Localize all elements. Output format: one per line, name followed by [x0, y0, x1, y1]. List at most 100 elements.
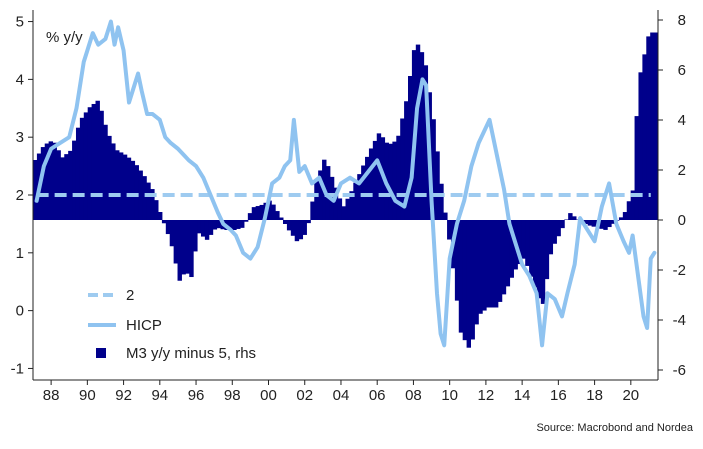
m3-bar-96 [408, 76, 412, 220]
m3-bar-61 [271, 205, 275, 220]
m3-bar-117 [490, 220, 494, 308]
m3-bar-158 [650, 33, 654, 221]
x-tick-label: 12 [478, 387, 495, 404]
left-tick-label: 0 [16, 303, 24, 320]
m3-bar-17 [99, 111, 103, 220]
m3-bar-68 [299, 220, 303, 239]
right-tick-label: 0 [678, 212, 686, 229]
m3-bar-15 [92, 104, 96, 220]
m3-bar-104 [439, 184, 443, 220]
x-tick-label: 94 [151, 387, 168, 404]
m3-bar-23 [123, 155, 127, 220]
m3-bar-114 [478, 220, 482, 314]
x-tick-label: 06 [369, 387, 386, 404]
m3-bar-146 [603, 220, 607, 230]
m3-bar-92 [392, 142, 396, 220]
m3-bar-32 [158, 212, 162, 220]
m3-bar-54 [244, 220, 248, 222]
m3-bar-82 [353, 183, 357, 220]
m3-bar-138 [572, 216, 576, 220]
m3-bar-134 [556, 220, 560, 236]
m3-bar-137 [568, 213, 572, 220]
x-tick-label: 92 [115, 387, 132, 404]
left-tick-label: 5 [16, 14, 24, 31]
m3-bar-86 [369, 148, 373, 220]
m3-bar-151 [623, 212, 627, 220]
source-label: Source: Macrobond and Nordea [536, 422, 693, 434]
m3-bar-128 [533, 220, 537, 288]
m3-bar-91 [388, 144, 392, 220]
m3-bar-37 [178, 220, 182, 281]
m3-bar-21 [115, 150, 119, 220]
m3-bar-18 [103, 125, 107, 220]
m3-bar-88 [377, 133, 381, 220]
m3-bar-78 [338, 198, 342, 220]
x-tick-label: 04 [333, 387, 350, 404]
m3-bar-69 [303, 220, 307, 235]
x-tick-label: 02 [296, 387, 313, 404]
m3-bar-41 [193, 220, 197, 251]
m3-bar-150 [619, 217, 623, 220]
m3-bar-132 [549, 220, 553, 254]
m3-bar-71 [310, 202, 314, 220]
m3-bar-72 [314, 181, 318, 220]
right-tick-label: 2 [678, 162, 686, 179]
m3-bar-65 [287, 220, 291, 230]
m3-bar-8 [64, 154, 68, 220]
m3-bar-147 [607, 220, 611, 227]
m3-bar-56 [252, 207, 256, 220]
m3-bar-93 [396, 136, 400, 220]
m3-bar-136 [564, 220, 568, 221]
x-tick-label: 08 [405, 387, 422, 404]
m3-bar-34 [166, 220, 170, 234]
m3-bar-125 [521, 220, 525, 259]
m3-bar-14 [88, 107, 92, 220]
m3-bar-130 [541, 220, 545, 304]
m3-bar-22 [119, 152, 123, 220]
left-tick-label: 4 [16, 71, 24, 88]
m3-bar-133 [553, 220, 557, 244]
m3-bar-70 [306, 220, 310, 223]
x-tick-label: 20 [622, 387, 639, 404]
x-tick-label: 16 [550, 387, 567, 404]
m3-bar-143 [592, 220, 596, 227]
x-tick-label: 98 [224, 387, 241, 404]
x-tick-label: 18 [586, 387, 603, 404]
x-tick-label: 88 [43, 387, 60, 404]
m3-bar-129 [537, 220, 541, 298]
right-tick-label: -4 [673, 312, 686, 329]
x-tick-label: 14 [514, 387, 531, 404]
m3-bar-156 [642, 54, 646, 220]
m3-bar-38 [181, 220, 185, 274]
m3-bar-53 [240, 220, 244, 228]
m3-bar-87 [373, 141, 377, 220]
x-tick-label: 96 [188, 387, 205, 404]
m3-bar-19 [107, 136, 111, 220]
m3-bar-85 [365, 157, 369, 220]
m3-bar-0 [33, 160, 37, 220]
m3-bar-142 [588, 220, 592, 226]
m3-bar-63 [279, 218, 283, 220]
left-tick-label: 2 [16, 187, 24, 204]
right-tick-label: 8 [678, 12, 686, 29]
m3-bar-13 [84, 112, 88, 220]
m3-bar-115 [482, 220, 486, 311]
m3-bar-110 [463, 220, 467, 340]
m3-bar-105 [443, 213, 447, 220]
m3-bar-43 [201, 220, 205, 237]
legend-label-m3: M3 y/y minus 5, rhs [126, 345, 256, 362]
m3-bar-44 [205, 220, 209, 240]
left-tick-label: -1 [11, 360, 24, 377]
legend-label-2: 2 [126, 287, 134, 304]
x-tick-label: 00 [260, 387, 277, 404]
m3-bar-46 [213, 220, 217, 230]
m3-bar-39 [185, 220, 189, 274]
m3-bar-109 [459, 220, 463, 333]
m3-bar-7 [60, 157, 64, 220]
m3-bar-40 [189, 220, 193, 277]
m3-bar-62 [275, 211, 279, 220]
m3-bar-131 [545, 220, 549, 279]
left-tick-label: 1 [16, 245, 24, 262]
m3-bar-55 [248, 213, 252, 220]
